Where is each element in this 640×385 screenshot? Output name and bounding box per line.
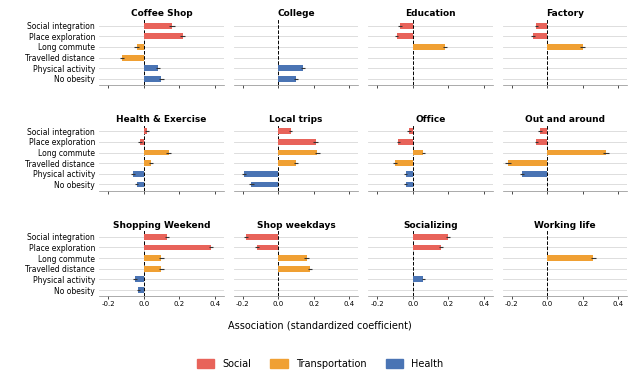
Bar [122,55,143,60]
Bar [508,160,547,166]
Bar [547,150,606,156]
Bar [533,33,547,39]
Bar [278,150,317,156]
Title: Office: Office [415,115,445,124]
Title: Local trips: Local trips [269,115,323,124]
Bar [547,44,583,50]
Bar [140,139,143,145]
Bar [143,266,161,272]
Bar [143,76,161,82]
Bar [278,139,316,145]
Bar [540,128,547,134]
Title: Coffee Shop: Coffee Shop [131,10,192,18]
Bar [397,33,413,39]
Bar [278,266,310,272]
Bar [413,44,445,50]
Bar [278,160,296,166]
Bar [143,244,211,250]
Bar [138,287,143,293]
Bar [257,244,278,250]
Bar [409,128,413,134]
Bar [536,23,547,28]
Bar [143,23,172,28]
Title: Health & Exercise: Health & Exercise [116,115,207,124]
Title: Shopping Weekend: Shopping Weekend [113,221,210,230]
Bar [278,65,303,71]
Bar [278,128,291,134]
Bar [406,171,413,177]
Bar [252,182,278,187]
Bar [244,171,278,177]
Text: Association (standardized coefficient): Association (standardized coefficient) [228,320,412,330]
Title: Working life: Working life [534,221,596,230]
Bar [522,171,547,177]
Bar [143,128,147,134]
Bar [136,44,143,50]
Bar [536,139,547,145]
Bar [143,65,158,71]
Bar [413,244,441,250]
Title: Shop weekdays: Shop weekdays [257,221,335,230]
Title: Socializing: Socializing [403,221,458,230]
Bar [399,139,413,145]
Bar [143,160,151,166]
Bar [547,255,593,261]
Bar [136,182,143,187]
Bar [278,255,307,261]
Bar [278,76,296,82]
Bar [400,23,413,28]
Legend: Social, Transportation, Health: Social, Transportation, Health [193,355,447,372]
Bar [143,234,167,240]
Bar [413,234,448,240]
Bar [246,234,278,240]
Title: College: College [277,10,315,18]
Title: Education: Education [405,10,456,18]
Bar [143,33,183,39]
Title: Factory: Factory [546,10,584,18]
Bar [406,182,413,187]
Bar [143,255,161,261]
Bar [413,276,423,282]
Title: Out and around: Out and around [525,115,605,124]
Bar [143,150,168,156]
Bar [135,276,143,282]
Bar [133,171,143,177]
Bar [395,160,413,166]
Bar [413,150,423,156]
